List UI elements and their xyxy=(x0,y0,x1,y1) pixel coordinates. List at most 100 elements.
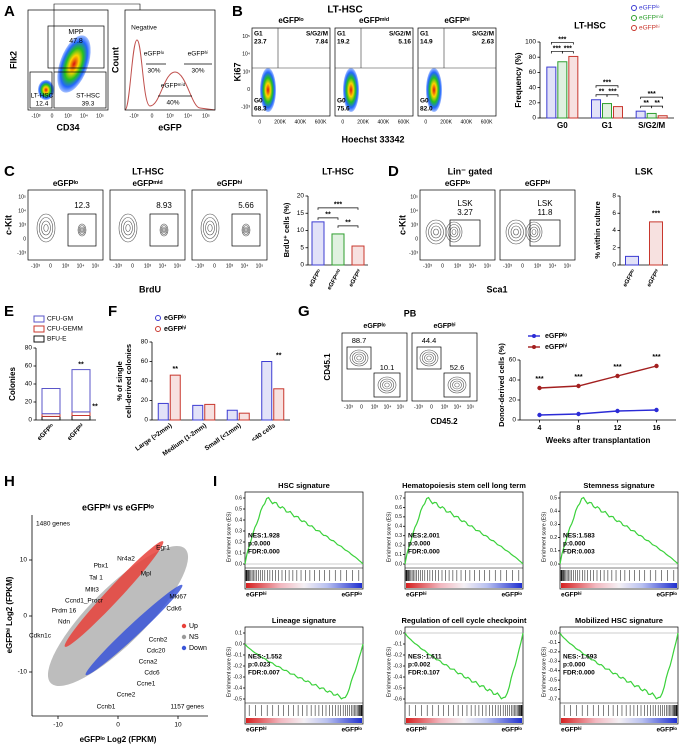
x-tick-label: 10 xyxy=(174,722,182,729)
contour xyxy=(159,223,169,237)
x-tick-label: eGFPᵐⁱᵈ xyxy=(324,267,343,292)
y-tick-label: 0 xyxy=(612,262,616,269)
label: 44.4 xyxy=(422,336,437,345)
axis-label: eGFPˡᵒ Log2 (FPKM) xyxy=(80,735,157,744)
contour xyxy=(454,382,460,388)
x-tick-label: -10³ xyxy=(113,263,122,269)
stat-label: FDR:0.003 xyxy=(563,549,595,556)
y-tick-label: 40 xyxy=(25,381,33,388)
y-tick-label: -0.3 xyxy=(393,663,402,669)
contour xyxy=(451,229,457,235)
label: 19.2 xyxy=(337,39,350,46)
x-tick-label: S/G2/M xyxy=(638,121,665,130)
y-tick-label: 20 xyxy=(25,399,33,406)
y-tick-label: 0.0 xyxy=(235,561,242,567)
panel-letter: D xyxy=(388,163,399,180)
y-tick-label: 10⁵ xyxy=(18,194,26,200)
y-tick-label: 0.2 xyxy=(550,535,557,541)
label: 23.7 xyxy=(254,39,267,46)
panel-letter: F xyxy=(108,303,117,320)
bar xyxy=(649,221,663,266)
contour xyxy=(449,378,465,392)
x-tick-label: 10⁴ xyxy=(77,263,85,269)
label: S/G2/M xyxy=(472,31,494,38)
bar xyxy=(602,103,612,119)
stat-label: p:0.002 xyxy=(408,662,431,669)
gate xyxy=(373,372,401,398)
legend-label: BFU-E xyxy=(47,336,67,343)
legend-label: eGFPˡᵒ xyxy=(639,5,660,12)
legend-label: CFU-GEMM xyxy=(47,326,83,333)
legend-marker xyxy=(181,645,187,651)
label: 5.66 xyxy=(238,201,254,210)
x-tick-label: G0 xyxy=(557,121,568,130)
x-tick-label: 0 xyxy=(360,404,363,410)
x-tick-label: 0 xyxy=(430,404,433,410)
count-label: 1480 genes xyxy=(36,521,71,528)
legend-label: Up xyxy=(189,623,198,630)
y-tick-label: 6 xyxy=(612,210,616,217)
axis-label: Enrichment score (ES) xyxy=(226,512,232,563)
contour xyxy=(356,355,362,361)
x-tick-label: 10³ xyxy=(441,404,449,410)
gate-connector xyxy=(53,3,141,72)
x-tick-label: 400K xyxy=(461,119,473,125)
contour xyxy=(36,213,56,243)
series-line xyxy=(539,409,657,416)
y-tick-label: 0.6 xyxy=(395,505,402,511)
gsea-frame xyxy=(404,626,524,725)
rank-gradient xyxy=(561,583,677,588)
x-tick-label: 10⁴ xyxy=(80,113,88,119)
contour xyxy=(525,221,543,243)
bar xyxy=(331,233,345,266)
bar xyxy=(169,374,181,421)
significance: *** xyxy=(648,91,656,98)
significance: ** xyxy=(599,89,605,96)
phenotype-label: eGFPʰⁱ xyxy=(246,725,267,734)
significance-bracket xyxy=(337,225,359,228)
x-tick-label: 0 xyxy=(49,263,52,269)
contour xyxy=(120,217,136,239)
axis-label: Hoechst 33342 xyxy=(341,134,404,144)
gate xyxy=(149,213,179,247)
label: 3.27 xyxy=(457,208,473,217)
y-tick-label: 0.4 xyxy=(550,509,557,515)
flow-plot-frame xyxy=(334,27,414,117)
contour xyxy=(513,228,519,236)
gene-label: Ccnb1 xyxy=(97,704,116,711)
axis-label: cell-derived colonies xyxy=(124,344,133,418)
legend-marker xyxy=(155,315,161,321)
contour xyxy=(205,220,215,236)
y-tick-label: 20 xyxy=(141,397,149,404)
y-tick-label: 8 xyxy=(612,193,616,200)
gene-label: Ccnd1_Procr xyxy=(65,598,104,605)
y-tick-label: 60 xyxy=(25,363,33,370)
point xyxy=(576,383,581,389)
contour xyxy=(419,349,439,367)
gene-label: Mki67 xyxy=(169,594,187,601)
contour xyxy=(244,228,248,232)
contour xyxy=(425,219,447,245)
significance: *** xyxy=(574,374,582,381)
bar xyxy=(591,99,601,119)
label: G1 xyxy=(337,31,346,38)
plot-title: Regulation of cell cycle checkpoint xyxy=(401,616,527,625)
bar xyxy=(261,361,273,421)
x-tick-label: -10³ xyxy=(423,263,432,269)
x-tick-label: 400K xyxy=(378,119,390,125)
x-tick-label: 10³ xyxy=(62,263,70,269)
y-tick-label: -0.3 xyxy=(233,674,242,680)
y-tick-label: 0 xyxy=(300,262,304,269)
chart-title: LT-HSC xyxy=(574,20,606,30)
label: S/G2/M xyxy=(306,31,328,38)
label: LSK xyxy=(457,199,473,208)
label: G1 xyxy=(254,31,263,38)
y-tick-label: 0.5 xyxy=(550,495,557,501)
label: 52.6 xyxy=(450,363,465,372)
stat-label: FDR:0.007 xyxy=(248,670,280,677)
rank-gradient xyxy=(406,583,522,588)
stat-label: p:0.000 xyxy=(408,541,431,548)
contour xyxy=(382,380,392,390)
y-tick-label: -0.2 xyxy=(233,663,242,669)
x-tick-label: eGFPʰⁱ xyxy=(65,421,86,442)
